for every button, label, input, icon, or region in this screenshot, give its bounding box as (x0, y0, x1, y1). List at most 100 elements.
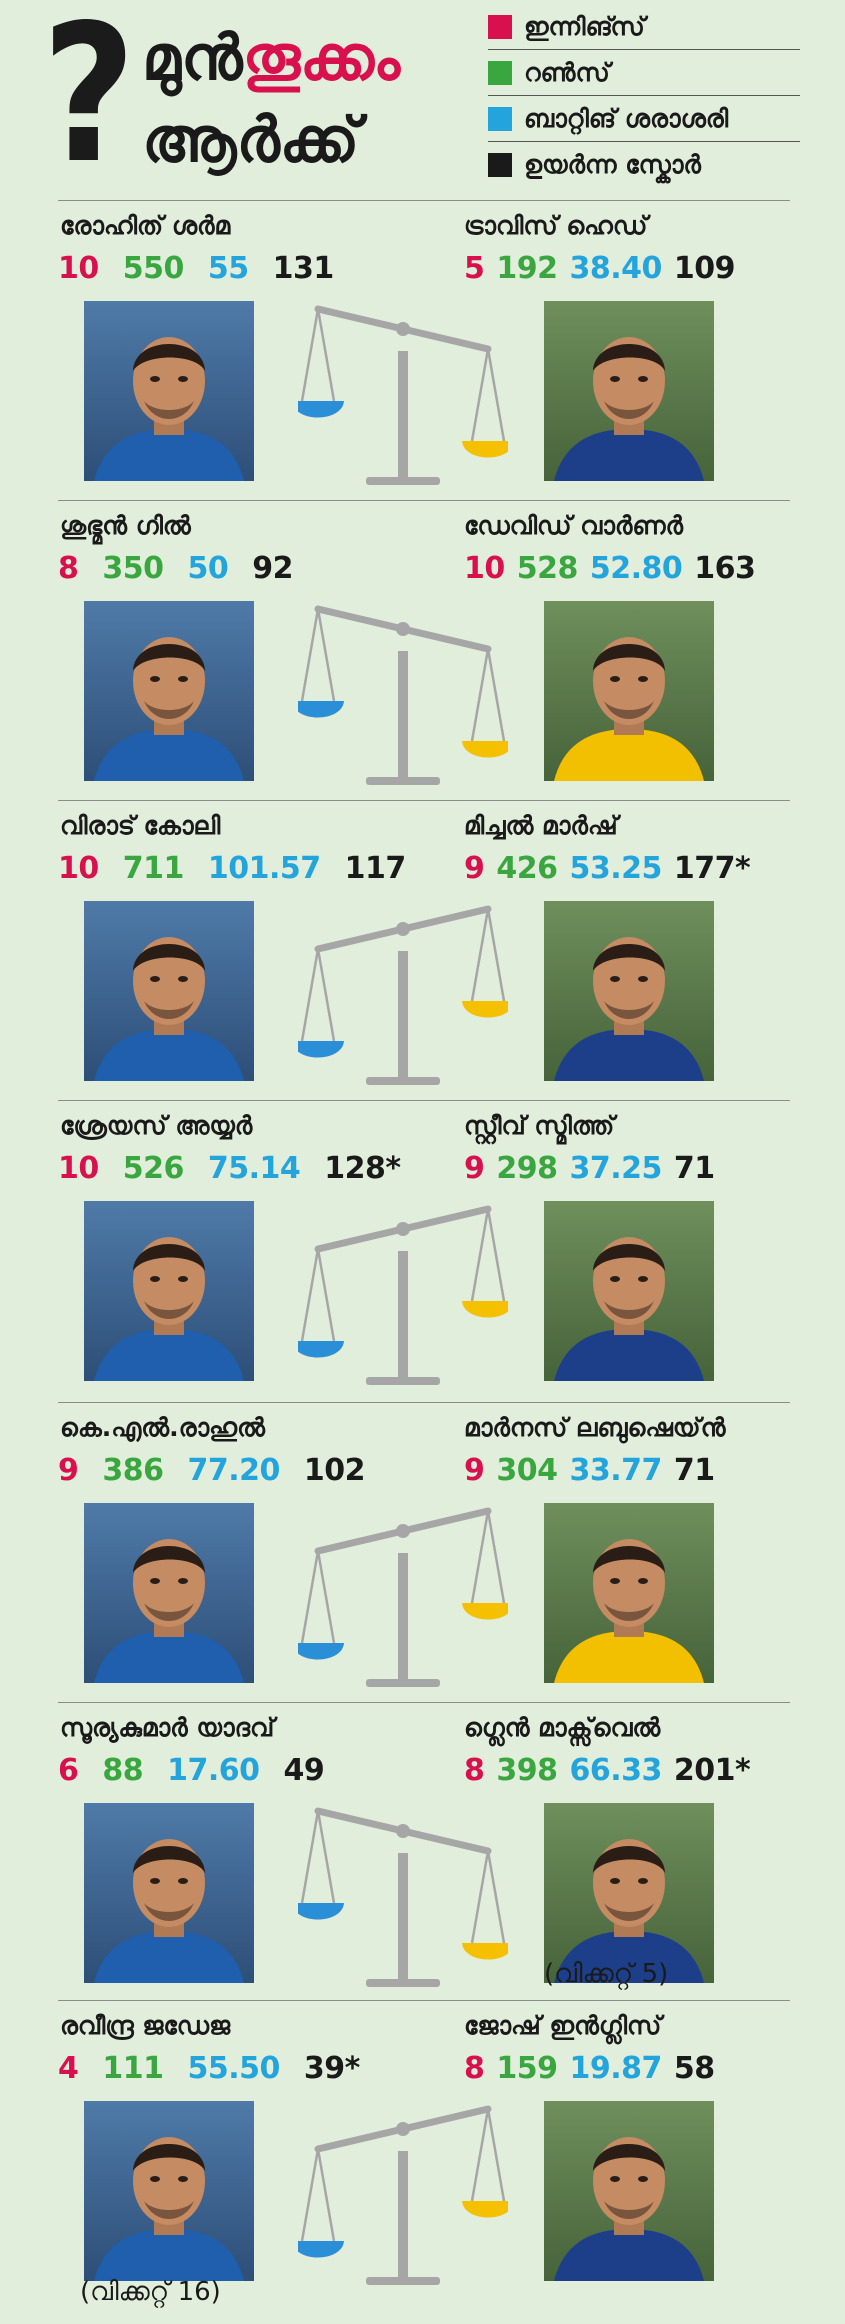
player-portrait (84, 1803, 254, 1983)
stat-innings: 4 (58, 2051, 79, 2086)
stat-innings: 9 (464, 1151, 485, 1186)
stat-innings: 10 (464, 551, 505, 586)
stat-innings: 8 (464, 1753, 485, 1788)
player-name-right: ട്രാവിസ് ഹെഡ് (464, 211, 648, 240)
player-name-right: മാർനസ് ലബുഷെയ്ൻ (464, 1413, 726, 1442)
header: ? മുൻതൂക്കം ആർക്ക് ഇന്നിങ്സ് റൺസ് ബാറ്റി… (0, 0, 845, 196)
player-name-left: ശ്രേയസ് അയ്യർ (60, 1111, 253, 1140)
player-stats-right: 9 426 53.25 177* (464, 851, 762, 886)
player-stats-left: 9 386 77.20 102 (58, 1453, 389, 1488)
stat-runs: 426 (496, 851, 558, 886)
player-name-left: ശുഭ്മൻ ഗിൽ (60, 511, 191, 540)
headline-line-1: മുൻതൂക്കം (142, 22, 400, 94)
balance-scale-icon (298, 1507, 508, 1687)
legend-label: റൺസ് (524, 57, 610, 87)
legend-label: ഇന്നിങ്സ് (524, 11, 645, 41)
matchup-row: വിരാട് കോലി 10 711 101.57 117 (58, 800, 790, 1100)
legend-item-innings: ഇന്നിങ്സ് (488, 4, 800, 50)
stat-average: 33.77 (569, 1453, 663, 1488)
matchup-row: ശ്രേയസ് അയ്യർ 10 526 75.14 128* (58, 1100, 790, 1400)
player-name-right: ജോഷ് ഇൻഗ്ലിസ് (464, 2011, 662, 2040)
balance-scale-icon (298, 1807, 508, 1987)
stat-high-score: 92 (252, 551, 293, 586)
player-name-left: കെ.എൽ.രാഹുൽ (60, 1413, 265, 1442)
stat-average: 53.25 (569, 851, 663, 886)
legend-label: ഉയർന്ന സ്കോർ (524, 150, 701, 179)
player-stats-right: 10 528 52.80 163 (464, 551, 767, 586)
player-photo-right (544, 2101, 714, 2281)
stat-runs: 711 (122, 851, 185, 886)
balance-scale-icon (298, 2105, 508, 2285)
stat-innings: 6 (58, 1753, 79, 1788)
stat-innings: 10 (58, 851, 99, 886)
stat-average: 55.50 (187, 2051, 281, 2086)
player-name-right: മിച്ചൽ മാർഷ് (464, 811, 618, 840)
legend-item-high-score: ഉയർന്ന സ്കോർ (488, 142, 800, 188)
player-photo-left (84, 901, 254, 1081)
stat-average: 75.14 (207, 1151, 301, 1186)
matchup-row: സൂര്യകുമാർ യാദവ് 6 88 17.60 49 (58, 1702, 790, 2002)
balance-scale-icon (298, 605, 508, 785)
player-photo-right (544, 1503, 714, 1683)
headline-part-2: തൂക്കം (242, 21, 400, 94)
stat-runs: 398 (496, 1753, 558, 1788)
player-photo-left (84, 1803, 254, 1983)
matchup-row: ശുഭ്മൻ ഗിൽ 8 350 50 92 (58, 500, 790, 800)
stat-high-score: 71 (673, 1151, 715, 1186)
player-photo-right (544, 901, 714, 1081)
matchup-row: കെ.എൽ.രാഹുൽ 9 386 77.20 102 (58, 1402, 790, 1702)
player-portrait (84, 601, 254, 781)
player-photo-left (84, 1201, 254, 1381)
stat-runs: 386 (102, 1453, 164, 1488)
player-stats-left: 10 550 55 131 (58, 251, 358, 286)
stat-average: 50 (187, 551, 229, 586)
legend-swatch-innings (488, 14, 512, 39)
stat-runs: 526 (122, 1151, 185, 1186)
player-portrait (84, 1201, 254, 1381)
matchup-row: രോഹിത് ശർമ 10 550 55 131 (58, 200, 790, 500)
player-portrait (84, 1503, 254, 1683)
stat-high-score: 163 (694, 551, 756, 586)
player-portrait (84, 901, 254, 1081)
player-portrait (84, 301, 254, 481)
player-photo-right (544, 301, 714, 481)
player-name-right: ഗ്ലെൻ മാക്സ്‌വെൽ (464, 1713, 661, 1742)
player-portrait (544, 601, 714, 781)
player-stats-left: 8 350 50 92 (58, 551, 317, 586)
stat-high-score: 201* (673, 1753, 751, 1788)
stat-runs: 550 (122, 251, 185, 286)
stat-high-score: 131 (272, 251, 335, 286)
player-photo-left (84, 301, 254, 481)
stat-innings: 10 (58, 1151, 99, 1186)
stat-high-score: 49 (283, 1753, 325, 1788)
stat-innings: 5 (464, 251, 485, 286)
stat-innings: 9 (464, 1453, 485, 1488)
stat-runs: 528 (516, 551, 579, 586)
player-stats-left: 6 88 17.60 49 (58, 1753, 348, 1788)
stat-high-score: 58 (673, 2051, 715, 2086)
balance-scale-icon (298, 1205, 508, 1385)
stat-average: 38.40 (569, 251, 663, 286)
legend-swatch-average (488, 106, 512, 131)
stat-innings: 8 (58, 551, 79, 586)
matchup-row: രവീന്ദ്ര ജഡേജ 4 111 55.50 39* (58, 2000, 790, 2307)
player-stats-right: 9 298 37.25 71 (464, 1151, 727, 1186)
player-stats-left: 4 111 55.50 39* (58, 2051, 384, 2086)
wickets-note-right: (വിക്കറ്റ് 5) (544, 1959, 669, 1989)
player-stats-right: 5 192 38.40 109 (464, 251, 747, 286)
player-stats-left: 10 526 75.14 128* (58, 1151, 425, 1186)
stat-average: 17.60 (167, 1753, 260, 1788)
stat-runs: 88 (102, 1753, 144, 1788)
legend-swatch-high-score (488, 153, 512, 177)
player-stats-right: 8 159 19.87 58 (464, 2051, 727, 2086)
stat-high-score: 128* (324, 1151, 401, 1186)
stat-runs: 111 (102, 2051, 164, 2086)
headline-part-1: മുൻ (142, 21, 243, 94)
stat-runs: 304 (496, 1453, 558, 1488)
player-photo-left (84, 2101, 254, 2281)
player-portrait (544, 1201, 714, 1381)
stat-average: 101.57 (207, 851, 321, 886)
stat-average: 52.80 (589, 551, 683, 586)
legend-swatch-runs (488, 60, 512, 85)
legend-item-average: ബാറ്റിങ് ശരാശരി (488, 96, 800, 142)
